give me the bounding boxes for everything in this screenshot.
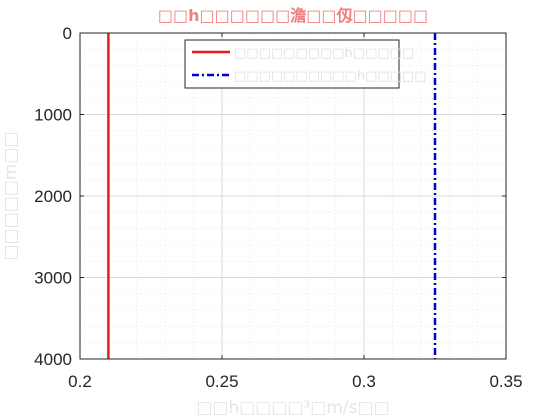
tick-labels-layer: 0.2 0.25 0.3 0.35 0 1000 2000 3000 4000 [34, 24, 522, 391]
y-tick-label: 4000 [34, 350, 72, 369]
y-axis-label: □□□□□m□□ [1, 132, 21, 261]
x-tick-label: 0.25 [205, 372, 238, 391]
x-tick-label: 0.35 [489, 372, 522, 391]
y-tick-label: 0 [63, 24, 72, 43]
series-layer [107, 33, 437, 359]
x-tick-label: 0.3 [352, 372, 376, 391]
y-tick-label: 2000 [34, 187, 72, 206]
y-tick-label: 3000 [34, 269, 72, 288]
legend-label-series-2: □□□□□□□□□□h□□□□□ [234, 69, 426, 84]
legend-label-series-1: □□□□□□□□□h□□□□□ [234, 46, 414, 61]
legend-box [184, 39, 400, 89]
ticks-layer [79, 32, 507, 360]
x-tick-label: 0.2 [68, 372, 92, 391]
x-axis-label: □□h□□□□³□m/s□□ [196, 398, 389, 418]
chart-title: □□h□□□□□□澹□□仭□□□□□ [158, 6, 428, 25]
y-tick-label: 1000 [34, 106, 72, 125]
legend: □□□□□□□□□h□□□□□ □□□□□□□□□□h□□□□□ [184, 39, 426, 89]
